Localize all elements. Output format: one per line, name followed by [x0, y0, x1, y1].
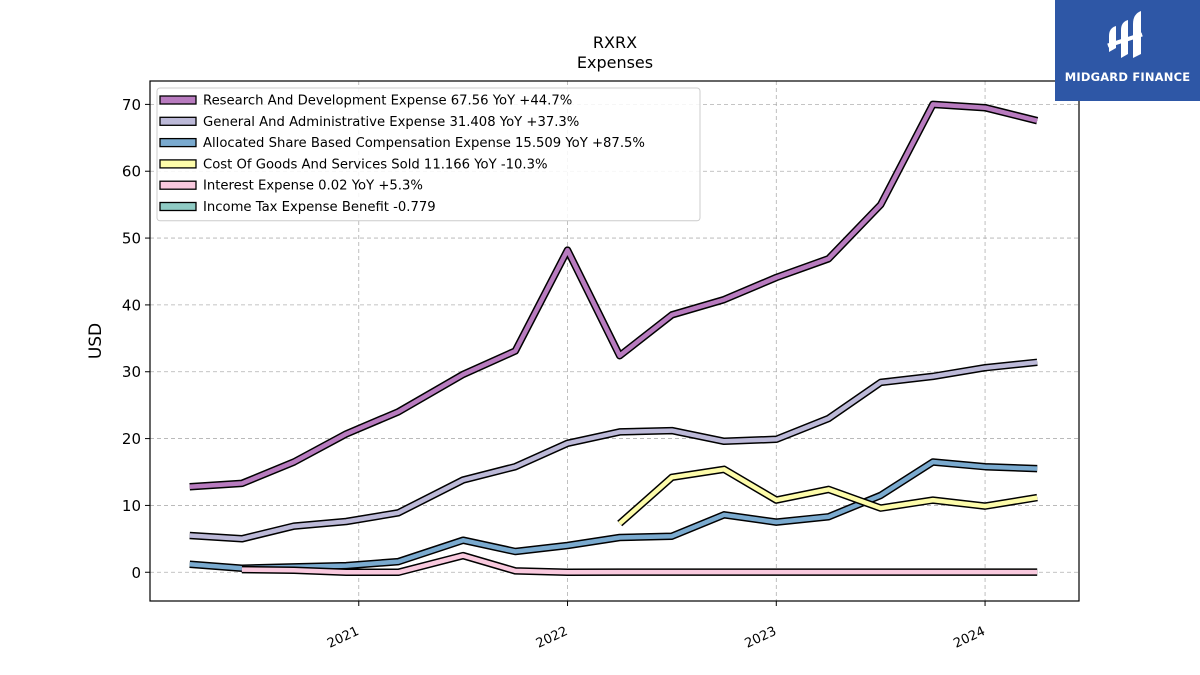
legend-swatch: [159, 201, 197, 212]
y-tick-label: 70: [122, 96, 141, 114]
x-tick-label: 2022: [534, 624, 570, 652]
plot-frame: [149, 80, 1080, 602]
legend-swatch: [159, 159, 197, 169]
legend-label: Income Tax Expense Benefit -0.779: [203, 200, 436, 215]
chart-title: RXRX: [593, 33, 637, 52]
legend: Research And Development Expense 67.56 Y…: [156, 87, 701, 222]
legend-label: Interest Expense 0.02 YoY +5.3%: [203, 179, 423, 194]
y-tick-label: 50: [122, 230, 141, 248]
legend-swatch: [159, 116, 197, 126]
x-tick-label: 2024: [951, 624, 987, 652]
legend-swatch: [159, 137, 197, 148]
series-line-allocated-share-based-compensation-expense: [189, 458, 1038, 572]
legend-swatch: [159, 95, 197, 105]
brand-name: MIDGARD FINANCE: [1064, 70, 1191, 84]
y-tick-label: 60: [122, 163, 141, 181]
series-line-fill: [189, 102, 1038, 489]
brand-mark-icon: [1107, 11, 1143, 58]
series-line-research-and-development-expense: [189, 100, 1039, 491]
y-axis-label: USD: [86, 323, 106, 359]
legend-label: General And Administrative Expense 31.40…: [203, 115, 579, 130]
x-tick-label: 2021: [325, 624, 361, 652]
series-line-fill: [241, 553, 1038, 575]
brand-logo: MIDGARD FINANCE: [1055, 0, 1200, 101]
chart-subtitle: Expenses: [577, 53, 653, 72]
series-line-cost-of-goods-and-services-sold: [617, 465, 1038, 527]
legend-box: [156, 87, 701, 222]
series-line-interest-expense: [241, 551, 1038, 577]
y-tick-label: 10: [122, 497, 141, 515]
series-lines: [189, 100, 1039, 577]
legend-label: Research And Development Expense 67.56 Y…: [203, 94, 572, 109]
x-axis-ticks: 2021 2022 2023 2024: [325, 601, 988, 652]
y-tick-label: 30: [122, 363, 141, 381]
legend-label: Cost Of Goods And Services Sold 11.166 Y…: [203, 157, 548, 172]
x-tick-label: 2023: [743, 624, 779, 652]
legend-swatch: [159, 180, 197, 190]
y-axis-ticks: 0 10 20 30 40 50 60 70: [122, 96, 150, 582]
series-line-fill: [189, 459, 1038, 571]
series-line-fill: [618, 467, 1038, 526]
series-line-fill: [189, 360, 1038, 542]
y-tick-label: 0: [131, 564, 141, 582]
legend-label: Allocated Share Based Compensation Expen…: [203, 136, 645, 151]
y-tick-label: 20: [122, 430, 141, 448]
series-line-general-and-administrative-expense: [189, 358, 1038, 543]
y-tick-label: 40: [122, 296, 141, 314]
